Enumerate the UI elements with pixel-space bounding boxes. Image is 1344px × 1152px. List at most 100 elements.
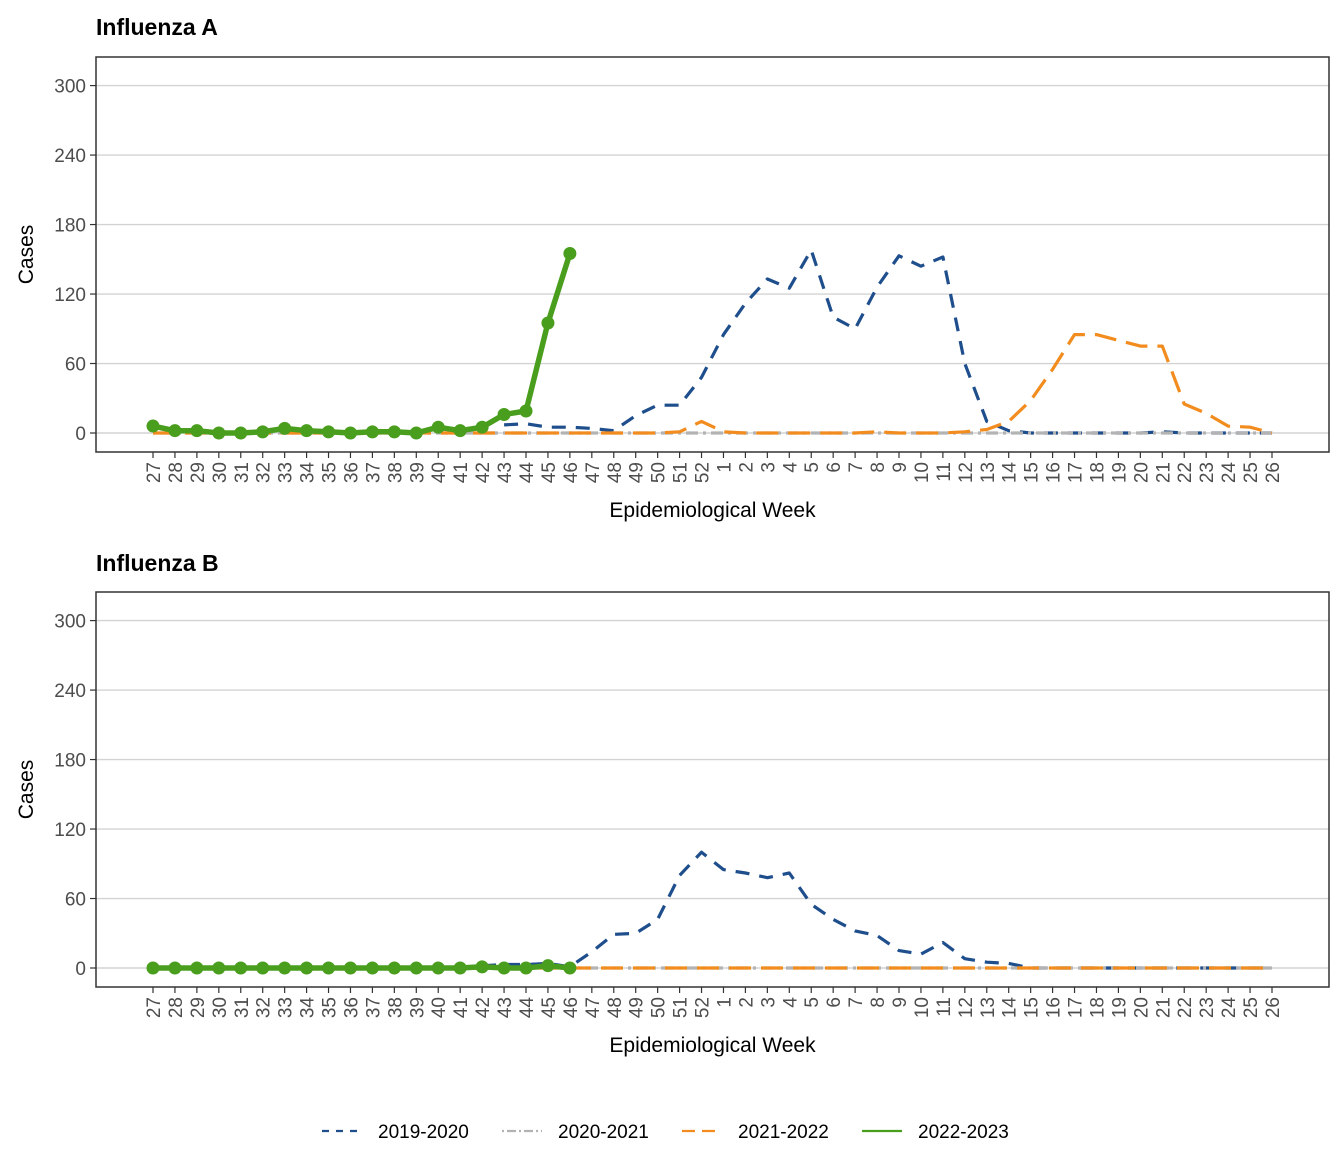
legend-label-2020-2021: 2020-2021 <box>558 1122 649 1143</box>
x-tick-label: 25 <box>1241 997 1262 1018</box>
data-point-2022-2023 <box>256 961 270 975</box>
x-tick-label: 44 <box>517 462 538 484</box>
x-tick-label: 44 <box>517 997 538 1019</box>
y-axis-label: Cases <box>15 760 38 820</box>
data-point-2022-2023 <box>278 421 292 435</box>
data-point-2022-2023 <box>190 961 204 975</box>
x-tick-label: 11 <box>934 462 955 482</box>
x-tick-label: 32 <box>254 462 275 483</box>
data-point-2022-2023 <box>475 960 489 974</box>
y-tick-label: 60 <box>65 890 86 911</box>
x-tick-label: 19 <box>1109 462 1130 483</box>
x-tick-label: 23 <box>1197 462 1218 483</box>
x-tick-label: 51 <box>671 997 692 1018</box>
data-point-2022-2023 <box>541 316 555 330</box>
data-point-2022-2023 <box>475 420 489 434</box>
x-tick-label: 35 <box>320 462 341 483</box>
x-tick-label: 45 <box>539 997 560 1018</box>
x-tick-label: 45 <box>539 462 560 483</box>
x-tick-label: 46 <box>561 462 582 483</box>
x-tick-label: 50 <box>649 997 670 1018</box>
x-tick-label: 37 <box>363 462 384 483</box>
x-tick-label: 26 <box>1263 997 1284 1018</box>
panel-title: Influenza B <box>96 550 219 576</box>
x-tick-label: 12 <box>956 462 977 483</box>
data-point-2022-2023 <box>146 961 160 975</box>
x-tick-label: 1 <box>714 997 735 1008</box>
x-tick-label: 6 <box>824 462 845 473</box>
x-tick-label: 20 <box>1131 462 1152 483</box>
x-tick-label: 7 <box>846 997 867 1008</box>
x-tick-label: 30 <box>210 997 231 1018</box>
x-tick-label: 21 <box>1153 997 1174 1018</box>
data-point-2022-2023 <box>278 961 292 975</box>
x-tick-label: 43 <box>495 997 516 1018</box>
x-tick-label: 38 <box>385 997 406 1018</box>
series-line-2019-2020 <box>482 850 1272 970</box>
data-point-2022-2023 <box>387 961 401 975</box>
x-tick-label: 3 <box>758 997 779 1008</box>
x-tick-label: 33 <box>276 462 297 483</box>
data-point-2022-2023 <box>234 961 248 975</box>
x-tick-label: 32 <box>254 997 275 1018</box>
x-tick-label: 41 <box>451 997 472 1018</box>
y-tick-label: 120 <box>54 285 86 306</box>
x-tick-label: 15 <box>1022 462 1043 483</box>
y-tick-label: 60 <box>65 355 86 376</box>
data-point-2022-2023 <box>497 961 511 975</box>
x-tick-label: 14 <box>1000 462 1021 484</box>
x-tick-label: 48 <box>605 462 626 483</box>
x-tick-label: 37 <box>363 997 384 1018</box>
y-tick-label: 0 <box>75 424 86 445</box>
data-point-2022-2023 <box>322 961 336 975</box>
y-tick-label: 240 <box>54 681 86 702</box>
x-tick-label: 16 <box>1044 462 1065 483</box>
x-tick-label: 10 <box>912 997 933 1018</box>
data-point-2022-2023 <box>541 959 555 973</box>
x-tick-label: 41 <box>451 462 472 483</box>
x-tick-label: 6 <box>824 997 845 1008</box>
x-tick-label: 4 <box>780 997 801 1008</box>
x-tick-label: 18 <box>1087 462 1108 483</box>
x-tick-label: 7 <box>846 462 867 473</box>
legend-label-2021-2022: 2021-2022 <box>738 1122 829 1143</box>
x-tick-label: 52 <box>693 462 714 483</box>
data-point-2022-2023 <box>431 961 445 975</box>
x-tick-label: 43 <box>495 462 516 483</box>
data-point-2022-2023 <box>343 426 357 440</box>
y-tick-label: 300 <box>54 612 86 633</box>
legend-item-2022-2023: 2022-2023 <box>862 1122 1009 1143</box>
x-tick-label: 40 <box>429 462 450 483</box>
x-tick-label: 39 <box>407 462 428 483</box>
y-axis-label: Cases <box>15 225 38 285</box>
data-point-2022-2023 <box>212 426 226 440</box>
x-tick-label: 39 <box>407 997 428 1018</box>
x-tick-label: 50 <box>649 462 670 483</box>
x-tick-label: 35 <box>320 997 341 1018</box>
x-tick-label: 28 <box>166 997 187 1018</box>
x-tick-label: 29 <box>188 462 209 483</box>
data-point-2022-2023 <box>365 425 379 439</box>
x-tick-label: 9 <box>890 997 911 1008</box>
x-tick-label: 5 <box>802 462 823 473</box>
series-line-2019-2020 <box>504 248 1272 435</box>
x-tick-label: 5 <box>802 997 823 1008</box>
y-tick-label: 0 <box>75 959 86 980</box>
x-tick-label: 49 <box>627 462 648 483</box>
x-tick-label: 3 <box>758 462 779 473</box>
x-tick-label: 42 <box>473 462 494 483</box>
x-tick-label: 26 <box>1263 462 1284 483</box>
data-point-2022-2023 <box>563 961 577 975</box>
data-point-2022-2023 <box>387 425 401 439</box>
x-tick-label: 12 <box>956 997 977 1018</box>
x-tick-label: 48 <box>605 997 626 1018</box>
data-point-2022-2023 <box>453 424 467 438</box>
y-tick-label: 240 <box>54 146 86 167</box>
x-tick-label: 22 <box>1175 462 1196 483</box>
x-tick-label: 51 <box>671 462 692 483</box>
x-tick-label: 17 <box>1066 997 1087 1018</box>
x-tick-label: 14 <box>1000 997 1021 1019</box>
x-tick-label: 47 <box>583 462 604 483</box>
x-tick-label: 42 <box>473 997 494 1018</box>
